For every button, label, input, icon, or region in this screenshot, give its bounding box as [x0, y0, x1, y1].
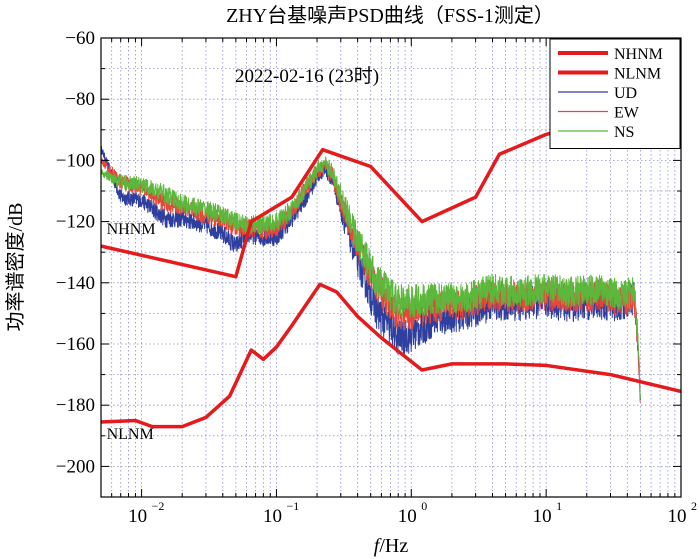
- legend: NHNM NLNM UD EW NS: [549, 38, 681, 149]
- plot-frame: [100, 37, 682, 498]
- legend-label-nlnm: NLNM: [614, 66, 661, 83]
- series-ns: [101, 156, 641, 400]
- chart-title: ZHY台基噪声PSD曲线（FSS-1测定）: [226, 4, 554, 27]
- legend-label-ud: UD: [614, 85, 637, 102]
- y-tick-label: −120: [56, 212, 95, 233]
- legend-label-ew: EW: [614, 105, 640, 122]
- date-annotation: 2022-02-16 (23时): [235, 65, 379, 87]
- x-tick-label: 10: [533, 506, 552, 527]
- grid: [100, 37, 682, 498]
- y-tick-label: −160: [56, 334, 95, 355]
- x-axis-label-var: f: [374, 535, 382, 557]
- x-tick-exponent: 1: [556, 499, 562, 513]
- y-tick-label: −180: [56, 395, 95, 416]
- x-tick-label: 10: [263, 506, 282, 527]
- x-tick-label: 10: [128, 506, 147, 527]
- y-tick-label: −100: [56, 150, 95, 171]
- y-tick-label: −140: [56, 273, 95, 294]
- x-tick-label: 10: [668, 506, 687, 527]
- series-layer: [101, 121, 681, 429]
- x-tick-exponent: −2: [152, 499, 165, 513]
- curve-labels: NHNM NLNM: [107, 221, 156, 443]
- legend-label-nhnm: NHNM: [614, 46, 663, 63]
- legend-box: [549, 38, 681, 149]
- legend-label-ns: NS: [614, 124, 634, 141]
- axis-ticks: [100, 37, 682, 498]
- y-tick-label: −80: [65, 89, 95, 110]
- y-tick-label: −60: [65, 28, 95, 49]
- curve-label-nlnm: NLNM: [107, 426, 154, 443]
- x-tick-exponent: 0: [421, 499, 427, 513]
- series-nhnm: [101, 121, 588, 279]
- y-axis-label: 功率谱密度/dB: [4, 203, 27, 332]
- series-nlnm: [101, 282, 681, 429]
- x-tick-label: 10: [398, 506, 417, 527]
- x-axis-label-unit: /Hz: [379, 535, 408, 557]
- x-tick-exponent: −1: [286, 499, 299, 513]
- y-tick-label: −200: [56, 456, 95, 477]
- curve-label-nhnm: NHNM: [107, 221, 156, 238]
- x-axis-label: f/Hz: [374, 535, 409, 557]
- x-tick-exponent: 2: [691, 499, 697, 513]
